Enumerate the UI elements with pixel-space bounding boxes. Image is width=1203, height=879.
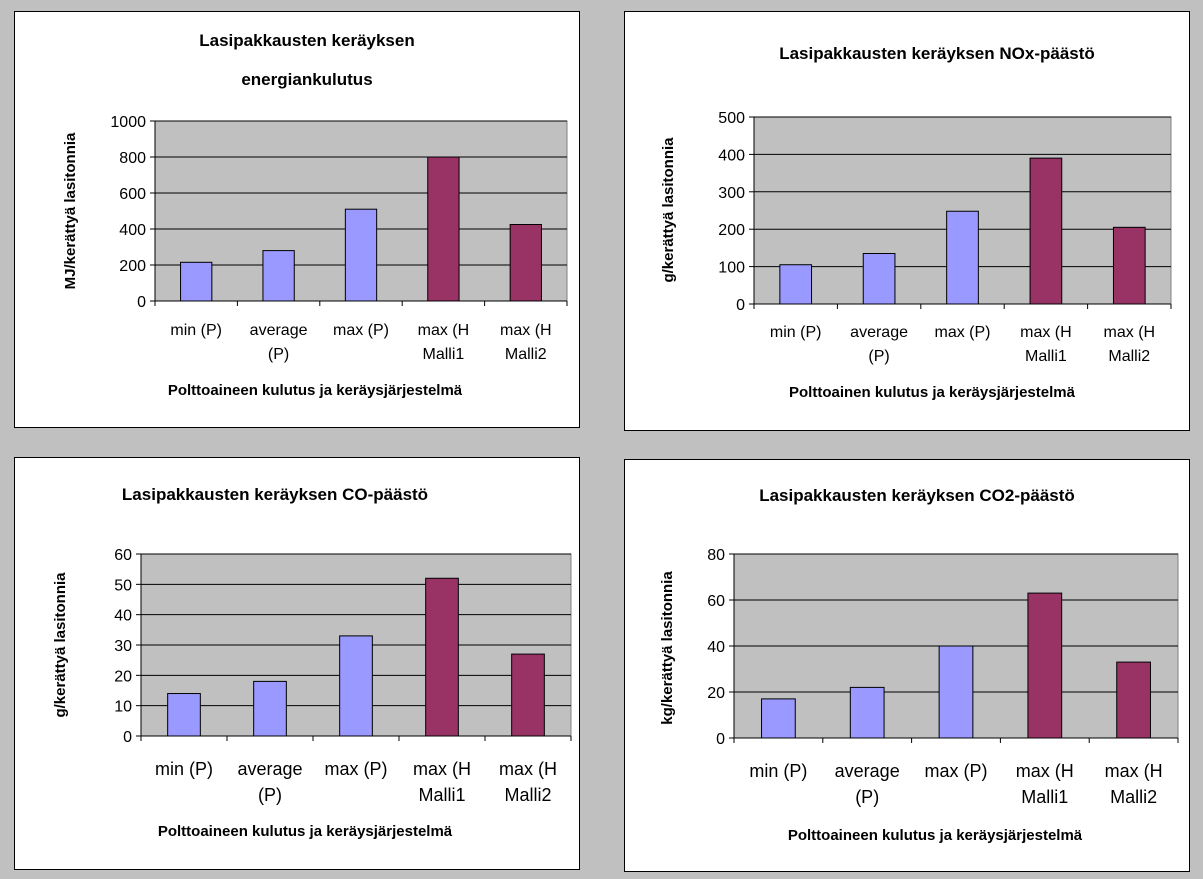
- x-category-label: min (P): [749, 761, 807, 781]
- chart-title: Lasipakkausten keräyksen CO2-päästö: [759, 486, 1075, 505]
- bar-nox-0: [779, 264, 813, 305]
- x-category-label: max (H Malli2: [500, 322, 552, 363]
- x-category-label: average (P): [250, 322, 308, 363]
- x-category-label: max (H Malli1: [413, 759, 471, 805]
- y-axis-title: kg/kerättyä lasitonnia: [659, 571, 676, 725]
- bar-energy-3: [427, 156, 460, 302]
- bar-co2-0: [761, 698, 796, 739]
- bar-co-2: [339, 635, 373, 737]
- bar-co-1: [253, 680, 287, 737]
- chart-title: Lasipakkausten keräyksen: [199, 31, 414, 50]
- x-category-label: max (P): [333, 322, 389, 339]
- chart-panel-co2: 0 20 40 60 80 min (P) average (P) max (P) max (H M…: [624, 459, 1190, 872]
- y-tick-label: 0: [123, 729, 132, 746]
- y-tick-label: 200: [718, 222, 745, 239]
- bar-co-4: [511, 653, 545, 737]
- x-category-label: max (P): [935, 324, 991, 341]
- y-tick-label: 40: [707, 639, 725, 656]
- x-category-label: average (P): [237, 759, 302, 805]
- x-axis-title: Polttoaineen kulutus ja keräysjärjestelm…: [788, 827, 1083, 844]
- chart-title: Lasipakkausten keräyksen CO-päästö: [122, 485, 428, 504]
- y-tick-label: 10: [114, 699, 132, 716]
- x-category-label: max (H Malli1: [1020, 324, 1072, 365]
- y-tick-label: 60: [707, 593, 725, 610]
- bar-co-3: [425, 577, 459, 737]
- bar-nox-3: [1029, 157, 1063, 305]
- x-category-label: max (H Malli2: [499, 759, 557, 805]
- y-tick-label: 50: [114, 577, 132, 594]
- chart-panel-nox: 0 100 200 300 400 500 min (P) average (P) max (P)…: [624, 11, 1190, 431]
- chart-nox: 0 100 200 300 400 500 min (P) average (P) max (P)…: [660, 44, 1172, 401]
- x-axis-title: Polttoaineen kulutus ja keräysjärjestelm…: [158, 823, 453, 840]
- bar-energy-0: [180, 261, 213, 302]
- y-tick-label: 20: [114, 668, 132, 685]
- y-tick-label: 30: [114, 638, 132, 655]
- y-tick-label: 300: [718, 185, 745, 202]
- bar-co2-2: [938, 645, 974, 739]
- x-category-label: max (H Malli2: [1105, 761, 1163, 807]
- x-category-label: max (H Malli1: [1016, 761, 1074, 807]
- bar-energy-1: [262, 250, 295, 302]
- y-tick-label: 0: [137, 294, 146, 311]
- y-tick-label: 100: [718, 260, 745, 277]
- chart-panel-co: 0 10 20 30 40 50 60 min (P) average (P) max (P) max…: [14, 457, 580, 870]
- chart-title: Lasipakkausten keräyksen NOx-päästö: [779, 44, 1095, 63]
- y-axis-title: g/kerättyä lasitonnia: [660, 137, 677, 283]
- x-category-label: min (P): [155, 759, 213, 779]
- bar-co2-3: [1027, 592, 1063, 739]
- y-tick-label: 500: [718, 110, 745, 127]
- x-axis-title: Polttoainen kulutus ja keräysjärjestelmä: [789, 384, 1076, 401]
- x-category-label: max (P): [325, 759, 388, 779]
- chart-co: 0 10 20 30 40 50 60 min (P) average (P) max (P) max…: [52, 485, 572, 840]
- y-tick-label: 600: [119, 186, 146, 203]
- y-tick-label: 1000: [110, 114, 146, 131]
- y-tick-label: 60: [114, 547, 132, 564]
- x-category-label: max (P): [925, 761, 988, 781]
- y-tick-label: 200: [119, 258, 146, 275]
- x-category-label: min (P): [170, 322, 222, 339]
- y-tick-label: 0: [736, 297, 745, 314]
- chart-co2: 0 20 40 60 80 min (P) average (P) max (P) max (H M…: [659, 486, 1179, 844]
- y-tick-label: 20: [707, 685, 725, 702]
- bar-nox-4: [1112, 226, 1146, 305]
- bar-nox-2: [946, 210, 979, 305]
- y-tick-label: 800: [119, 150, 146, 167]
- bar-energy-2: [344, 208, 378, 302]
- y-axis-title: MJ/kerättyä lasitonnia: [62, 132, 79, 289]
- y-tick-label: 0: [716, 731, 725, 748]
- y-tick-label: 400: [718, 147, 745, 164]
- y-tick-label: 40: [114, 608, 132, 625]
- bar-co2-4: [1116, 661, 1151, 739]
- x-category-label: max (H Malli2: [1104, 324, 1156, 365]
- x-category-label: max (H Malli1: [418, 322, 470, 363]
- bar-co-0: [167, 693, 201, 737]
- bar-energy-4: [509, 224, 542, 302]
- x-category-label: average (P): [835, 761, 900, 807]
- bar-co2-1: [849, 686, 885, 739]
- y-tick-label: 80: [707, 547, 725, 564]
- chart-panel-energy: 0 200 400 600 800 1000 min (P) average (P) max (P…: [14, 11, 580, 428]
- x-category-label: average (P): [850, 324, 908, 365]
- chart-energy: 0 200 400 600 800 1000 min (P) average (P) max (P…: [62, 31, 568, 399]
- x-category-label: min (P): [770, 324, 822, 341]
- x-axis-title: Polttoaineen kulutus ja keräysjärjestelm…: [168, 382, 463, 399]
- y-axis-title: g/kerättyä lasitonnia: [52, 572, 69, 718]
- chart-title: energiankulutus: [241, 70, 372, 89]
- bar-nox-1: [862, 253, 896, 305]
- y-tick-label: 400: [119, 222, 146, 239]
